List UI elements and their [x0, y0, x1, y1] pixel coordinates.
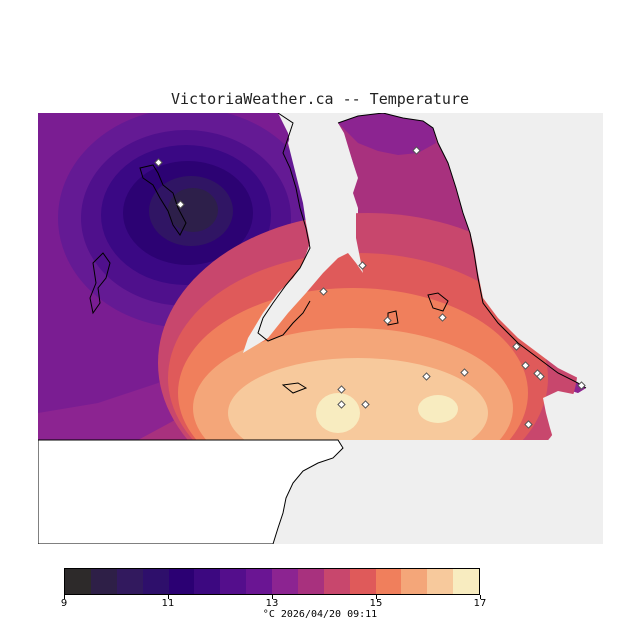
- station-marker[interactable]: [358, 261, 367, 270]
- water-channel: [243, 113, 363, 353]
- timestamp-footer: °C 2026/04/20 09:11: [262, 609, 378, 620]
- contour-east-warm-a: [316, 393, 360, 433]
- temperature-map[interactable]: [38, 113, 603, 544]
- island-west: [89, 252, 111, 315]
- legend-swatch: [453, 569, 479, 594]
- map-canvas: [38, 113, 603, 544]
- station-marker[interactable]: [536, 372, 545, 381]
- contour-west-6: [168, 188, 218, 232]
- legend-swatch: [401, 569, 428, 594]
- legend-swatch: [349, 569, 376, 594]
- legend-swatch: [323, 569, 350, 594]
- legend-tick-label: 13: [265, 598, 279, 609]
- legend-tick-label: 9: [60, 598, 68, 609]
- legend-swatch: [220, 569, 247, 594]
- station-marker[interactable]: [337, 385, 346, 394]
- contour-east-warm-b: [418, 395, 458, 423]
- legend-tick: [375, 595, 377, 599]
- island-north: [139, 164, 187, 236]
- legend-swatch: [65, 569, 91, 594]
- station-marker[interactable]: [337, 400, 346, 409]
- station-marker[interactable]: [361, 400, 370, 409]
- station-marker[interactable]: [154, 158, 163, 167]
- legend-swatch: [116, 569, 143, 594]
- station-marker[interactable]: [176, 200, 185, 209]
- station-marker[interactable]: [438, 313, 447, 322]
- legend-swatch: [142, 569, 169, 594]
- legend-tick-label: 11: [161, 598, 175, 609]
- coastline-east: [337, 113, 587, 389]
- station-marker[interactable]: [512, 342, 521, 351]
- water-east: [436, 113, 603, 544]
- legend-swatch: [246, 569, 272, 594]
- legend-swatch: [375, 569, 402, 594]
- legend-swatch: [90, 569, 117, 594]
- legend-swatch: [272, 569, 298, 594]
- legend-swatch: [427, 569, 454, 594]
- legend-tick: [271, 595, 273, 599]
- station-marker[interactable]: [412, 146, 421, 155]
- island-south: [281, 382, 308, 394]
- color-legend: [64, 568, 480, 595]
- coastline-south: [38, 439, 344, 544]
- legend-tick: [167, 595, 169, 599]
- coastline-west: [257, 113, 311, 342]
- legend-tick: [479, 595, 481, 599]
- station-marker[interactable]: [460, 368, 469, 377]
- station-marker[interactable]: [422, 372, 431, 381]
- map-title: VictoriaWeather.ca -- Temperature: [170, 90, 469, 108]
- station-markers[interactable]: [154, 146, 586, 429]
- legend-tick: [63, 595, 65, 599]
- legend-tick-label: 15: [369, 598, 383, 609]
- station-marker[interactable]: [521, 361, 530, 370]
- legend-swatch: [297, 569, 324, 594]
- contour-north-tip: [338, 113, 436, 155]
- legend-tick-label: 17: [473, 598, 487, 609]
- station-marker[interactable]: [319, 287, 328, 296]
- station-marker[interactable]: [577, 381, 586, 390]
- station-marker[interactable]: [524, 420, 533, 429]
- legend-swatch: [194, 569, 221, 594]
- legend-swatch: [168, 569, 195, 594]
- island-east: [427, 292, 449, 312]
- station-marker[interactable]: [383, 316, 392, 325]
